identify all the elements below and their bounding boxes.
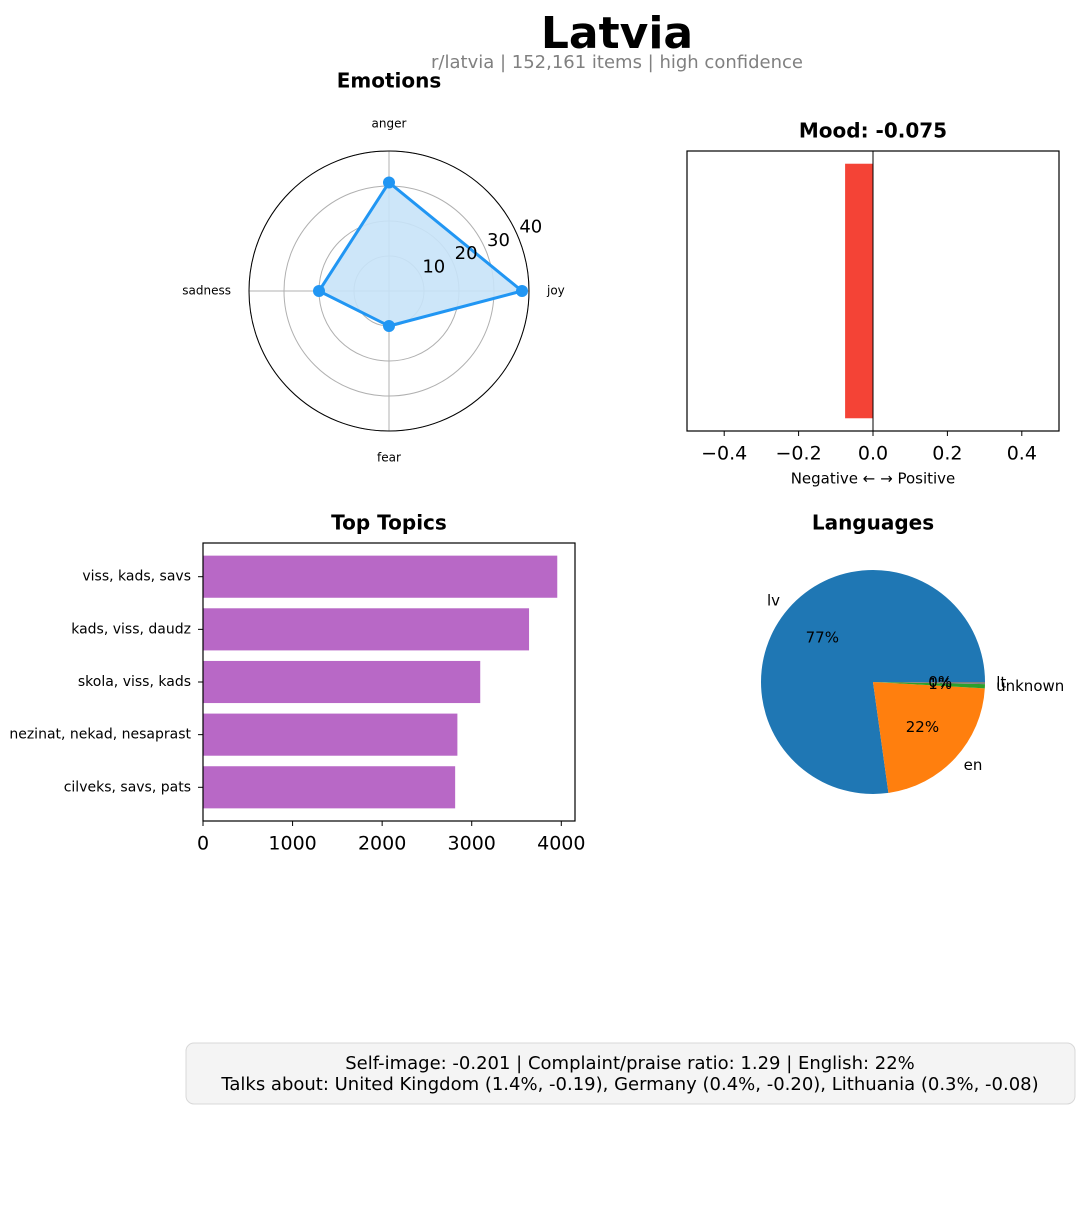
figure-subtitle: r/latvia | 152,161 items | high confiden… (431, 52, 803, 73)
bar (203, 555, 558, 598)
y-tick-label: skola, viss, kads (78, 674, 191, 690)
slice-label: en (964, 756, 983, 774)
pie-slice (873, 682, 986, 685)
slice-label: lt (996, 674, 1006, 692)
pie-slice (873, 682, 985, 793)
x-axis-label: Negative ← → Positive (791, 470, 956, 488)
radar-point (383, 320, 395, 332)
x-tick-label: 1000 (268, 833, 316, 855)
radar-frame (248, 150, 530, 432)
axis-label: anger (372, 117, 407, 131)
x-tick-label: −0.2 (776, 443, 822, 465)
slice-value-label: 0% (928, 673, 952, 691)
axis-label: fear (377, 451, 401, 465)
figure-title: Latvia (541, 8, 693, 59)
chart-title: Mood: -0.075 (799, 119, 947, 143)
r-tick-label: 30 (487, 230, 510, 251)
y-tick-label: nezinat, nekad, nesaprast (9, 727, 191, 743)
chart-title: Emotions (337, 69, 442, 93)
r-tick-label: 20 (455, 243, 478, 264)
axis-label: sadness (182, 284, 231, 298)
r-tick-label: 10 (422, 257, 445, 278)
x-tick-label: 3000 (448, 833, 496, 855)
x-tick-label: 0.0 (858, 443, 888, 465)
bar (203, 713, 458, 756)
bar (203, 766, 456, 809)
y-tick-label: kads, viss, daudz (71, 621, 191, 637)
y-tick-label: cilveks, savs, pats (64, 779, 191, 795)
plot-frame (202, 542, 576, 822)
chart-title: Top Topics (331, 511, 447, 535)
footer-box (185, 1042, 1076, 1105)
y-tick-label: viss, kads, savs (82, 569, 191, 585)
x-tick-label: 2000 (358, 833, 406, 855)
radar-point (383, 176, 395, 189)
chart-title: Languages (812, 511, 934, 535)
axis-label: joy (546, 284, 565, 298)
x-tick-label: 4000 (537, 833, 585, 855)
radar-point (516, 285, 528, 297)
footer-line: Self-image: -0.201 | Complaint/praise ra… (345, 1053, 915, 1074)
slice-label: lv (767, 592, 780, 610)
x-tick-label: 0.4 (1007, 443, 1037, 465)
bar (845, 163, 873, 419)
x-tick-label: 0 (197, 833, 209, 855)
footer-line: Talks about: United Kingdom (1.4%, -0.19… (220, 1074, 1038, 1095)
x-tick-label: 0.2 (932, 443, 962, 465)
bar (203, 608, 530, 651)
radar-point (313, 285, 325, 297)
slice-value-label: 1% (928, 675, 952, 693)
slice-label: unknown (996, 677, 1064, 695)
slice-value-label: 77% (806, 628, 839, 646)
r-tick-label: 40 (519, 216, 542, 237)
slice-value-label: 22% (906, 718, 939, 736)
pie-slice (873, 682, 985, 689)
bar (203, 660, 481, 704)
x-tick-label: −0.4 (701, 443, 747, 465)
